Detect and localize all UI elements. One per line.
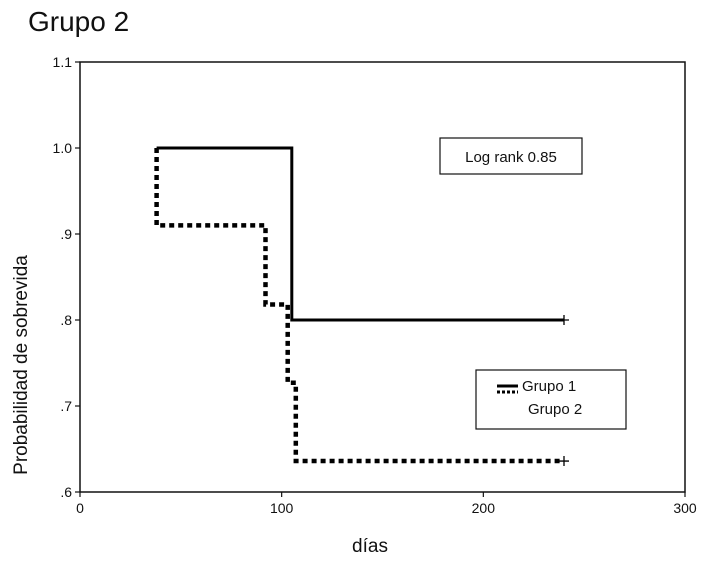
annotation-text: Log rank 0.85 xyxy=(465,149,557,166)
series-layer xyxy=(154,146,569,467)
annotation-frame xyxy=(439,137,583,175)
y-tick-label: 1.1 xyxy=(53,54,73,70)
x-axis-label: días xyxy=(352,536,388,557)
x-tick-label: 100 xyxy=(270,500,294,516)
legend: Grupo 1 Grupo 2 xyxy=(475,369,627,430)
y-tick-label: 1.0 xyxy=(53,140,73,156)
chart-title: Grupo 2 xyxy=(28,6,130,37)
censor-mark-grupo-2 xyxy=(559,456,569,467)
annotation-box: Log rank 0.85 xyxy=(439,137,583,175)
plot-frame xyxy=(79,61,686,493)
axis-ticks: 0 100 200 300 .6 .7 .8 .9 1.0 1.1 xyxy=(53,54,697,516)
legend-label-grupo-1: Grupo 1 xyxy=(522,378,576,395)
series-line-grupo-1 xyxy=(156,146,564,322)
legend-label-grupo-2: Grupo 2 xyxy=(528,401,582,418)
x-tick-label: 300 xyxy=(673,500,697,516)
y-tick-label: .7 xyxy=(60,398,72,414)
series-line-grupo-2 xyxy=(154,148,564,464)
legend-frame xyxy=(475,369,627,430)
y-tick-label: .9 xyxy=(60,226,72,242)
x-tick-label: 200 xyxy=(472,500,496,516)
y-tick-label: .6 xyxy=(60,484,72,500)
x-tick-label: 0 xyxy=(76,500,84,516)
censor-mark-grupo-1 xyxy=(559,315,569,325)
y-tick-label: .8 xyxy=(60,312,72,328)
